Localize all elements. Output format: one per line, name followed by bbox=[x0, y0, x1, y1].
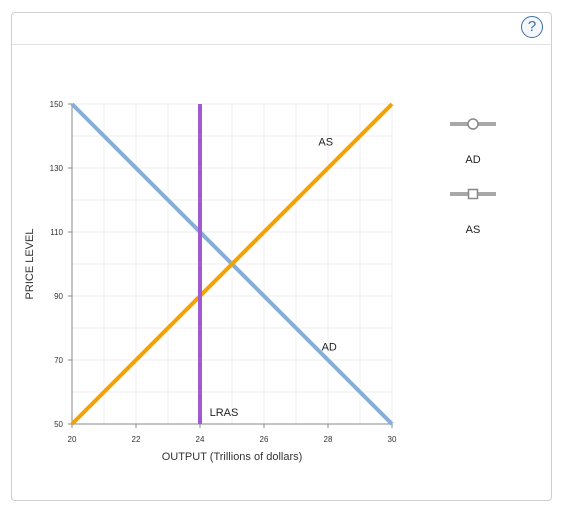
x-tick-label: 26 bbox=[260, 435, 269, 444]
x-tick-label: 22 bbox=[132, 435, 141, 444]
y-tick-label: 110 bbox=[50, 228, 63, 237]
curve-label-as: AS bbox=[318, 137, 333, 149]
x-tick-label: 24 bbox=[196, 435, 205, 444]
curve-labels: AD AS LRAS bbox=[210, 137, 337, 419]
legend-marker-square bbox=[467, 188, 479, 200]
x-axis-title: OUTPUT (Trillions of dollars) bbox=[162, 451, 303, 463]
x-tick-label: 28 bbox=[324, 435, 333, 444]
y-tick-label: 70 bbox=[54, 356, 63, 365]
legend-label-as: AS bbox=[466, 224, 481, 236]
legend: AD AS bbox=[450, 118, 496, 236]
series-line-as bbox=[70, 102, 394, 426]
y-tick-label: 50 bbox=[54, 420, 63, 429]
legend-label-ad: AD bbox=[465, 154, 480, 166]
curve-label-lras: LRAS bbox=[210, 407, 239, 419]
axes: 50 70 90 110 130 150 20 22 24 26 28 30 OUTPUT (Trill… bbox=[24, 100, 397, 463]
x-tick-label: 20 bbox=[68, 435, 77, 444]
y-tick-label: 130 bbox=[50, 164, 64, 173]
series-lines bbox=[70, 102, 394, 426]
help-button[interactable]: ? bbox=[521, 16, 543, 38]
y-tick-label: 90 bbox=[54, 292, 63, 301]
y-tick-label: 150 bbox=[50, 100, 64, 109]
curve-label-ad: AD bbox=[322, 341, 337, 353]
legend-marker-circle bbox=[467, 118, 479, 130]
y-axis-title: PRICE LEVEL bbox=[24, 229, 36, 300]
x-tick-label: 30 bbox=[388, 435, 397, 444]
graph-panel: ? bbox=[11, 12, 552, 501]
panel-header: ? bbox=[12, 13, 551, 45]
